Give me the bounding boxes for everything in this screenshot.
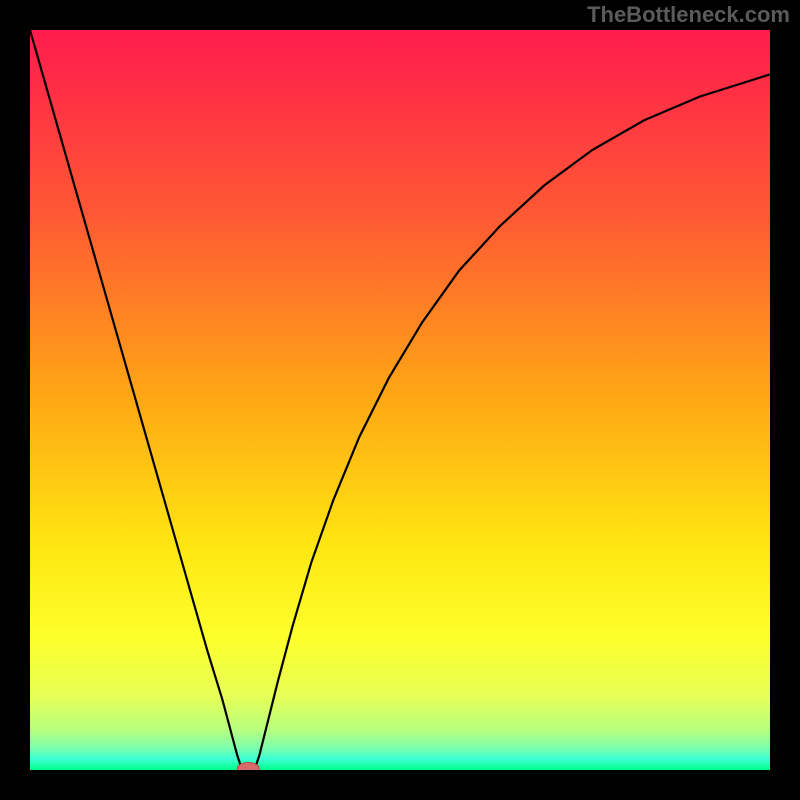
plot-area [30, 30, 770, 770]
chart-svg [30, 30, 770, 770]
gradient-background [30, 30, 770, 770]
attribution-text: TheBottleneck.com [587, 2, 790, 28]
chart-frame: TheBottleneck.com [0, 0, 800, 800]
